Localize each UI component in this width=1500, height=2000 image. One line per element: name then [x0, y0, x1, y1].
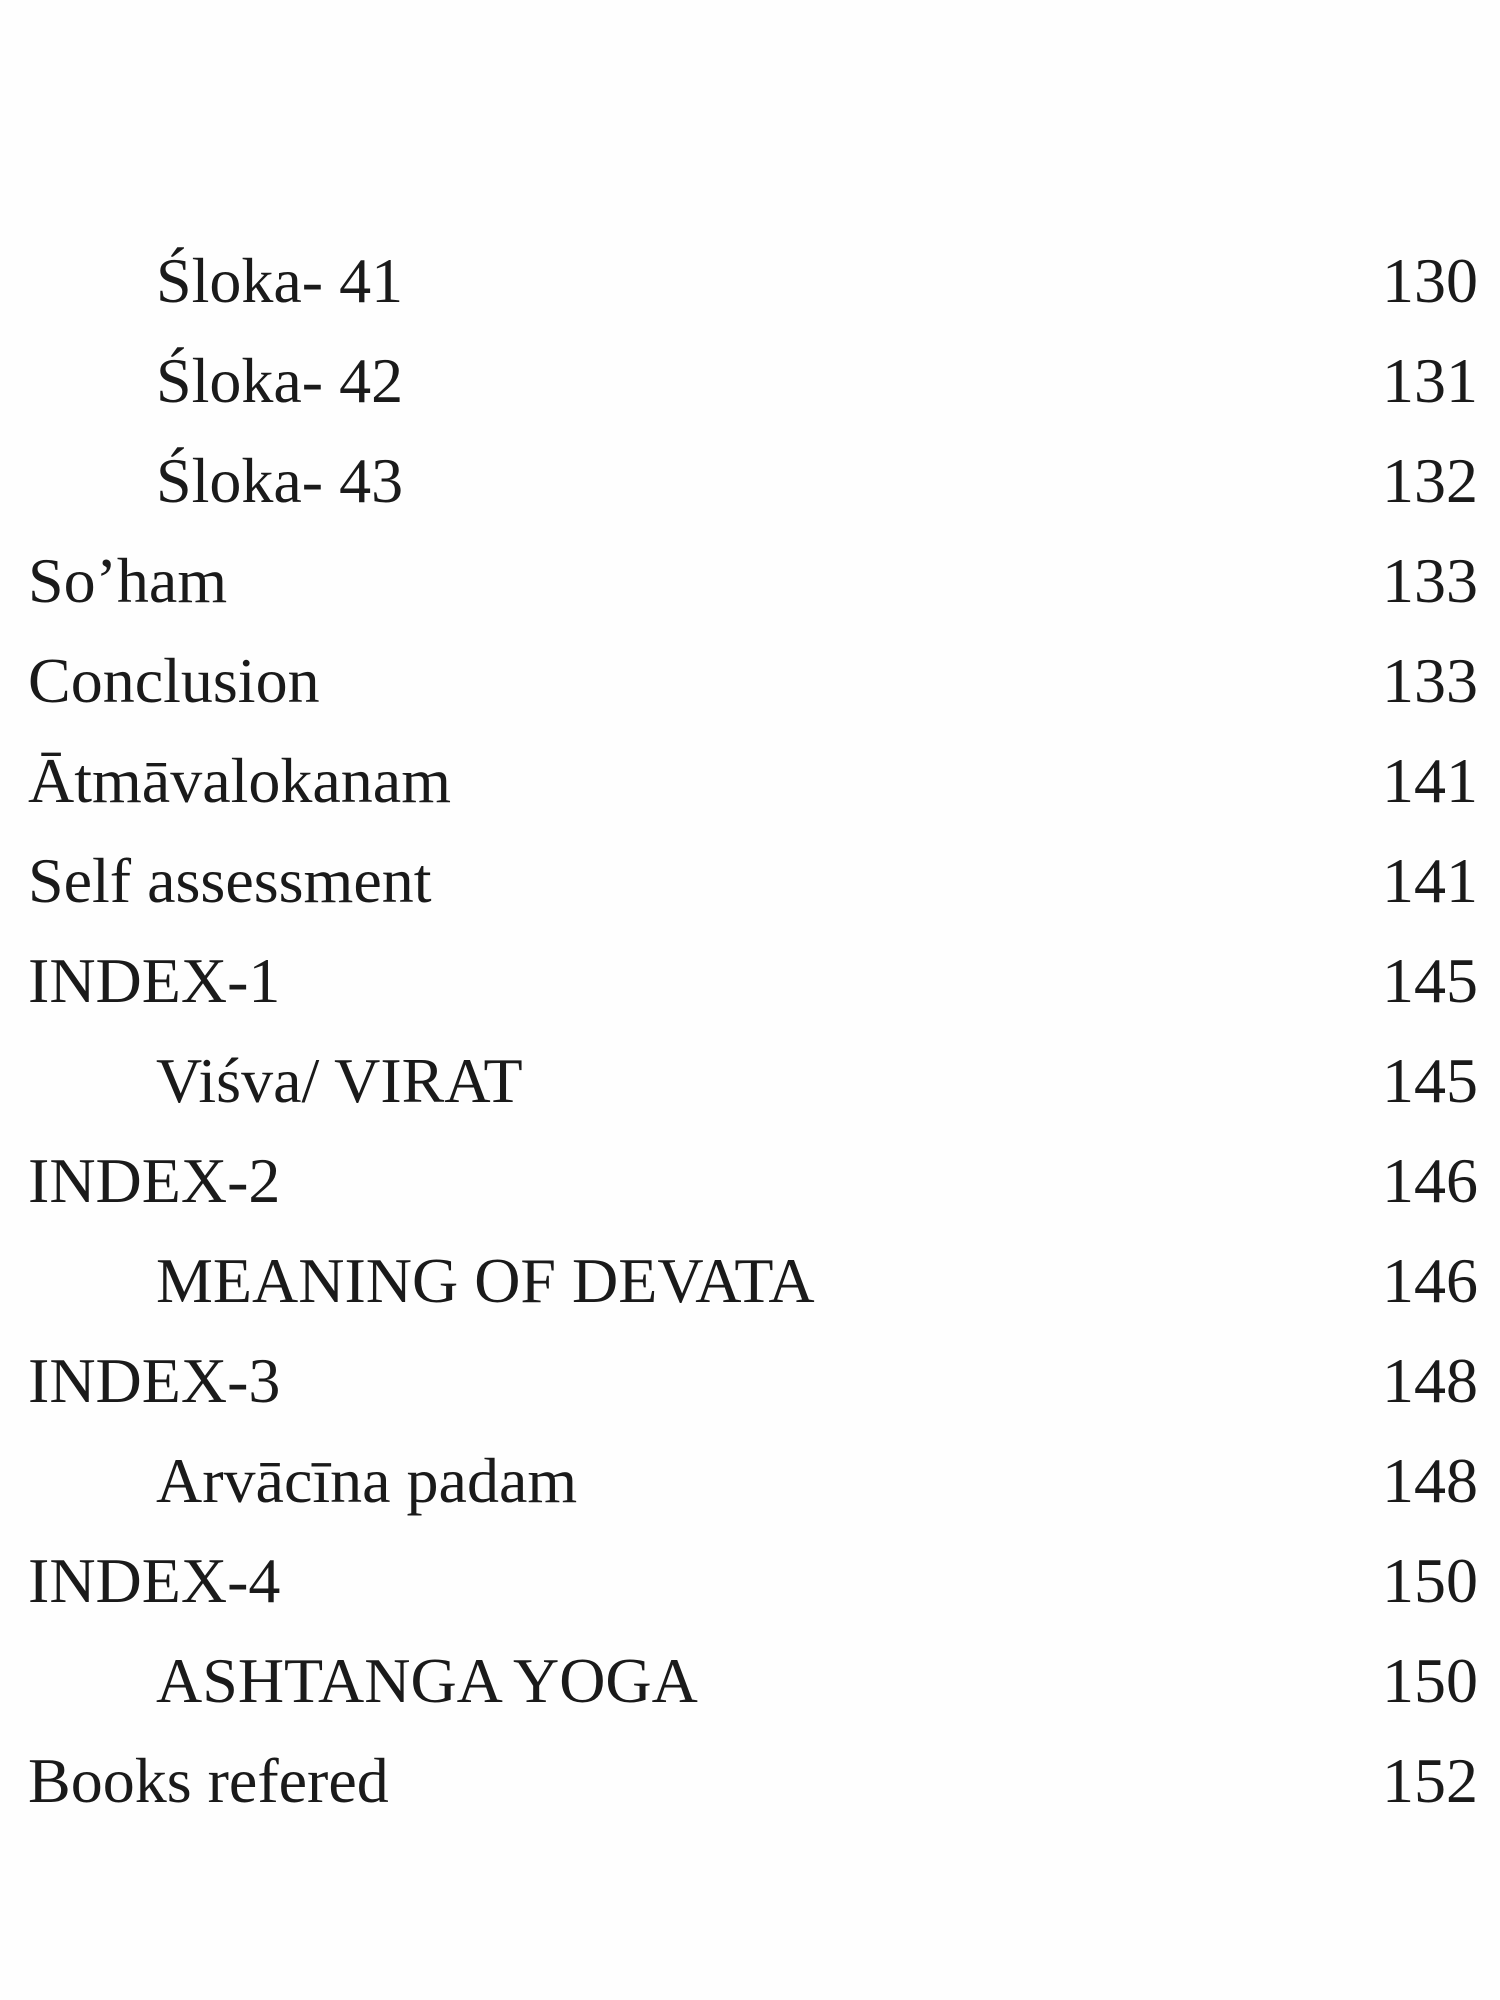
toc-entry: So’ham 133 — [0, 531, 1500, 631]
toc-entry-page-number: 150 — [1382, 1645, 1478, 1716]
toc-entry-page-number: 145 — [1382, 945, 1478, 1016]
toc-entry-title: Arvācīna padam — [156, 1445, 578, 1516]
toc-entry-title: ASHTANGA YOGA — [156, 1645, 698, 1716]
toc-entry-title: Viśva/ VIRAT — [156, 1045, 523, 1116]
toc-entry: INDEX-4 150 — [0, 1531, 1500, 1631]
toc-entry: Arvācīna padam 148 — [0, 1431, 1500, 1531]
toc-entry-page-number: 148 — [1382, 1445, 1478, 1516]
toc-entry-page-number: 132 — [1382, 445, 1478, 516]
toc-entry-page-number: 131 — [1382, 345, 1478, 416]
toc-entry-title: Conclusion — [28, 645, 320, 716]
toc-entry-page-number: 148 — [1382, 1345, 1478, 1416]
toc-entry-title: MEANING OF DEVATA — [156, 1245, 815, 1316]
toc-entry-page-number: 130 — [1382, 245, 1478, 316]
toc-entry-title: Self assessment — [28, 845, 432, 916]
toc-entry-page-number: 141 — [1382, 845, 1478, 916]
toc-entry: Books refered 152 — [0, 1731, 1500, 1831]
toc-entry: Ātmāvalokanam 141 — [0, 731, 1500, 831]
toc-entry-title: INDEX-2 — [28, 1145, 281, 1216]
toc-entry-title: Śloka- 42 — [156, 345, 404, 416]
toc-entry: INDEX-3 148 — [0, 1331, 1500, 1431]
toc-entry-title: INDEX-4 — [28, 1545, 281, 1616]
toc-entry-title: Books refered — [28, 1745, 389, 1816]
toc-entry-page-number: 152 — [1382, 1745, 1478, 1816]
toc-entry: Conclusion 133 — [0, 631, 1500, 731]
toc-entry-page-number: 133 — [1382, 545, 1478, 616]
toc-entry: MEANING OF DEVATA 146 — [0, 1231, 1500, 1331]
toc-entry-page-number: 133 — [1382, 645, 1478, 716]
toc-entry-title: Śloka- 43 — [156, 445, 404, 516]
toc-entry-page-number: 146 — [1382, 1245, 1478, 1316]
toc-entry-title: INDEX-3 — [28, 1345, 281, 1416]
toc-entry: INDEX-1 145 — [0, 931, 1500, 1031]
toc-entry-title: Śloka- 41 — [156, 245, 404, 316]
toc-entry: Śloka- 41 130 — [0, 231, 1500, 331]
toc-entry-page-number: 145 — [1382, 1045, 1478, 1116]
toc-entry-title: Ātmāvalokanam — [28, 745, 451, 816]
toc-entry: Śloka- 42 131 — [0, 331, 1500, 431]
toc-entry: INDEX-2 146 — [0, 1131, 1500, 1231]
toc-entry-title: So’ham — [28, 545, 228, 616]
toc-entry-page-number: 146 — [1382, 1145, 1478, 1216]
toc-entry: Śloka- 43 132 — [0, 431, 1500, 531]
toc-entry-title: INDEX-1 — [28, 945, 281, 1016]
toc-entry-page-number: 150 — [1382, 1545, 1478, 1616]
toc-entry: Viśva/ VIRAT 145 — [0, 1031, 1500, 1131]
table-of-contents: Śloka- 41 130 Śloka- 42 131 Śloka- 43 132 So’h… — [0, 231, 1500, 1831]
toc-entry: Self assessment 141 — [0, 831, 1500, 931]
toc-entry: ASHTANGA YOGA 150 — [0, 1631, 1500, 1731]
toc-entry-page-number: 141 — [1382, 745, 1478, 816]
